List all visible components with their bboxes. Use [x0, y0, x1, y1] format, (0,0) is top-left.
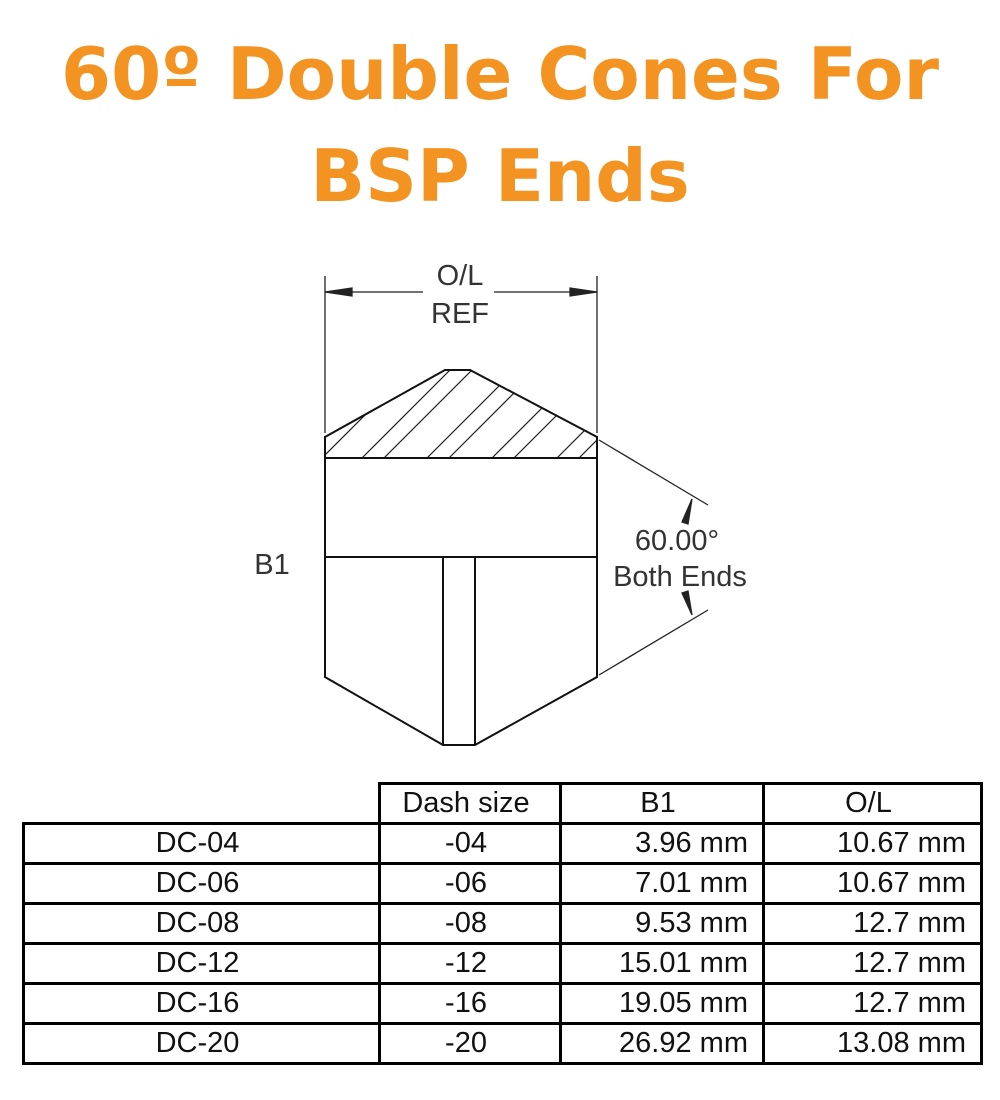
part-number: DC-06 — [22, 862, 381, 905]
dimensions-table: Dash size B1 O/L DC-04 -04 3.96 mm 10.67 mm… — [22, 782, 983, 1065]
ol-label: O/L — [437, 260, 484, 292]
header-dash-size: Dash size — [378, 782, 562, 825]
table-row: DC-06 -06 7.01 mm 10.67 mm — [22, 862, 983, 905]
dash-size: -16 — [378, 982, 562, 1025]
b1-value: 26.92 mm — [559, 1022, 765, 1065]
b1-value: 19.05 mm — [559, 982, 765, 1025]
b1-value: 9.53 mm — [559, 902, 765, 945]
dash-size: -20 — [378, 1022, 562, 1065]
b1-value: 15.01 mm — [559, 942, 765, 985]
double-cone-drawing: O/L REF B1 60.00° Both Ends — [254, 260, 747, 746]
ol-value: 10.67 mm — [762, 862, 983, 905]
angle-dimension — [598, 439, 709, 676]
dash-size: -06 — [378, 862, 562, 905]
dash-size: -12 — [378, 942, 562, 985]
table-row: DC-08 -08 9.53 mm 12.7 mm — [22, 902, 983, 945]
section-hatching — [325, 370, 597, 458]
cone-outline — [324, 369, 598, 746]
header-b1: B1 — [559, 782, 765, 825]
title-line-2: BSP Ends — [310, 134, 690, 218]
title-line-1: 60º Double Cones For — [60, 32, 940, 116]
b1-label: B1 — [254, 549, 289, 581]
table-row: DC-04 -04 3.96 mm 10.67 mm — [22, 822, 983, 865]
header-blank — [23, 783, 380, 825]
part-number: DC-20 — [22, 1022, 381, 1065]
table-row: DC-16 -16 19.05 mm 12.7 mm — [22, 982, 983, 1025]
dash-size: -04 — [378, 822, 562, 865]
ol-value: 13.08 mm — [762, 1022, 983, 1065]
ol-value: 12.7 mm — [762, 982, 983, 1025]
ref-label: REF — [431, 298, 489, 330]
b1-value: 7.01 mm — [559, 862, 765, 905]
part-number: DC-12 — [22, 942, 381, 985]
ol-value: 12.7 mm — [762, 942, 983, 985]
ol-value: 12.7 mm — [762, 902, 983, 945]
part-number: DC-04 — [22, 822, 381, 865]
table-row: DC-20 -20 26.92 mm 13.08 mm — [22, 1022, 983, 1065]
ol-dimension — [324, 276, 598, 433]
header-ol: O/L — [762, 782, 983, 825]
part-number: DC-08 — [22, 902, 381, 945]
part-number: DC-16 — [22, 982, 381, 1025]
ol-value: 10.67 mm — [762, 822, 983, 865]
table-row: DC-12 -12 15.01 mm 12.7 mm — [22, 942, 983, 985]
b1-value: 3.96 mm — [559, 822, 765, 865]
dash-size: -08 — [378, 902, 562, 945]
table-header-row: Dash size B1 O/L — [23, 782, 983, 825]
angle-label: 60.00° — [635, 525, 719, 557]
angle-note: Both Ends — [613, 561, 747, 593]
